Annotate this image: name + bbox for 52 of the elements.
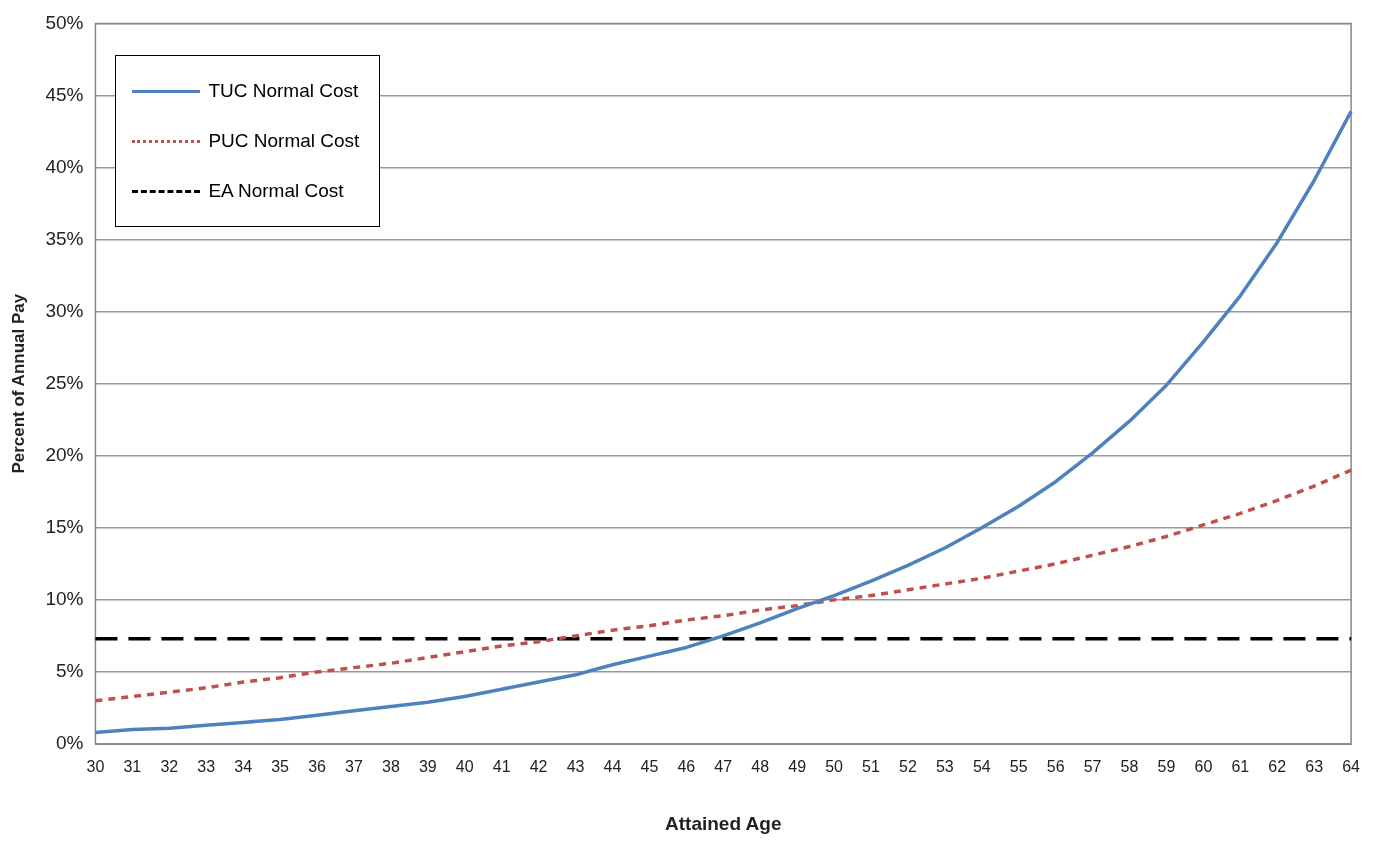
line-series xyxy=(93,468,1353,703)
y-tick-label: 50% xyxy=(45,11,84,33)
legend-label: PUC Normal Cost xyxy=(208,130,360,153)
y-tick-label: 5% xyxy=(55,660,84,682)
x-tick-label: 49 xyxy=(788,758,807,776)
y-tick-label: 30% xyxy=(45,299,84,321)
x-tick-label: 62 xyxy=(1268,758,1287,776)
x-tick-label: 57 xyxy=(1083,758,1102,776)
x-tick-label: 35 xyxy=(271,758,290,776)
x-tick-label: 59 xyxy=(1157,758,1176,776)
x-tick-label: 50 xyxy=(825,758,844,776)
x-tick-label: 61 xyxy=(1231,758,1250,776)
legend-label: EA Normal Cost xyxy=(208,180,344,203)
y-tick-label: 25% xyxy=(45,371,84,393)
y-tick-label: 10% xyxy=(45,588,84,610)
x-tick-label: 54 xyxy=(972,758,991,776)
x-tick-label: 41 xyxy=(492,758,511,776)
x-tick-label: 47 xyxy=(714,758,733,776)
y-tick-label: 45% xyxy=(45,83,84,105)
x-tick-label: 64 xyxy=(1342,758,1361,776)
y-tick-label: 20% xyxy=(45,443,84,465)
x-tick-label: 60 xyxy=(1194,758,1213,776)
x-tick-label: 55 xyxy=(1009,758,1028,776)
x-tick-label: 37 xyxy=(345,758,363,776)
y-tick-label: 35% xyxy=(45,227,84,249)
x-tick-label: 40 xyxy=(455,758,474,776)
legend-label: TUC Normal Cost xyxy=(208,80,359,103)
x-tick-label: 38 xyxy=(381,758,400,776)
x-tick-label: 31 xyxy=(123,758,142,776)
x-tick-label: 30 xyxy=(86,758,105,776)
x-tick-label: 63 xyxy=(1305,758,1324,776)
y-tick-label: 40% xyxy=(45,155,84,177)
x-tick-label: 36 xyxy=(308,758,327,776)
x-tick-label: 43 xyxy=(566,758,585,776)
x-tick-label: 34 xyxy=(234,758,253,776)
x-tick-label: 39 xyxy=(418,758,437,776)
x-tick-label: 46 xyxy=(677,758,696,776)
y-tick-label: 15% xyxy=(45,516,84,538)
x-tick-label: 44 xyxy=(603,758,622,776)
y-tick-label: 0% xyxy=(55,732,84,754)
x-tick-label: 56 xyxy=(1046,758,1065,776)
x-tick-label: 32 xyxy=(160,758,179,776)
x-tick-label: 45 xyxy=(640,758,659,776)
x-tick-label: 42 xyxy=(529,758,548,776)
x-axis-title: Attained Age xyxy=(665,812,782,834)
x-tick-label: 53 xyxy=(935,758,954,776)
x-tick-label: 52 xyxy=(899,758,917,776)
x-tick-label: 58 xyxy=(1120,758,1139,776)
y-axis-title: Percent of Annual Pay xyxy=(8,293,28,474)
x-tick-label: 51 xyxy=(862,758,880,776)
x-tick-label: 48 xyxy=(751,758,770,776)
x-tick-label: 33 xyxy=(197,758,216,776)
